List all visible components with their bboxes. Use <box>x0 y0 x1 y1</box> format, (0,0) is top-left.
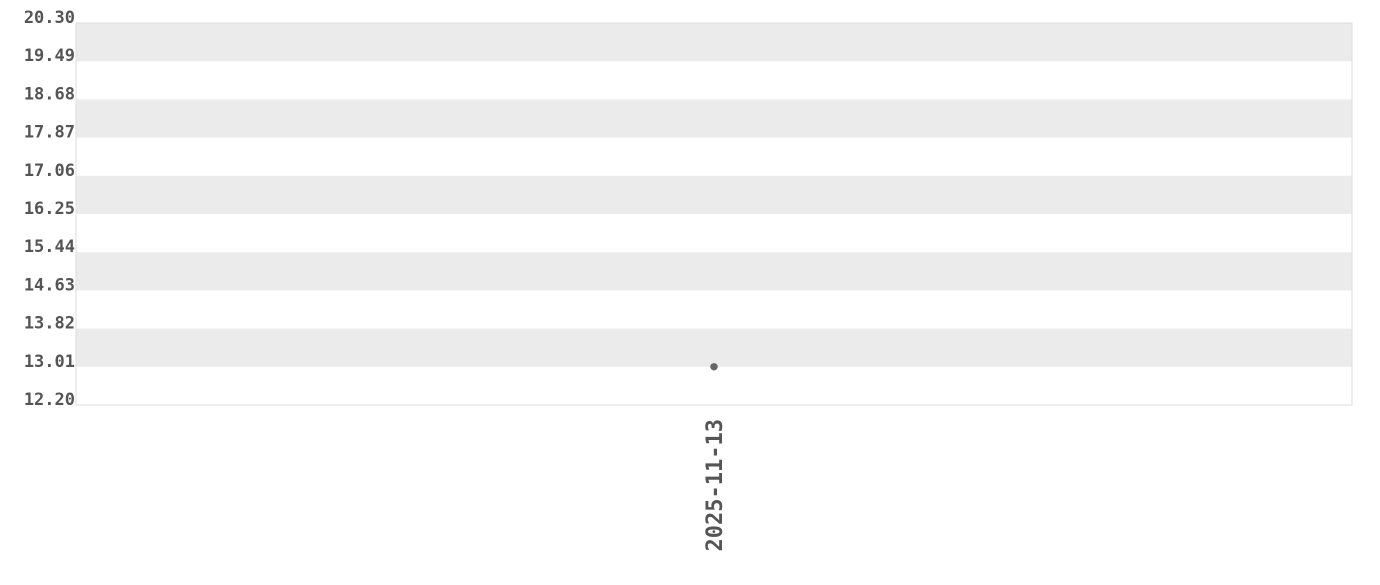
grid-band <box>76 175 1352 214</box>
data-points <box>710 363 718 371</box>
x-tick-label: 2025-11-13 <box>703 419 728 551</box>
y-tick-label: 17.06 <box>24 161 75 181</box>
y-tick-label: 13.01 <box>24 352 75 372</box>
y-tick-label: 17.87 <box>24 123 75 143</box>
y-tick-label: 16.25 <box>24 199 75 219</box>
y-tick-label: 13.82 <box>24 314 75 334</box>
y-tick-label: 15.44 <box>24 237 75 257</box>
y-tick-label: 14.63 <box>24 275 75 295</box>
data-point <box>710 363 718 371</box>
grid-band <box>76 328 1352 367</box>
grid-band <box>76 252 1352 291</box>
y-axis-ticks: 20.30 19.49 18.68 17.87 17.06 16.25 15.44 14.63… <box>24 8 75 410</box>
x-axis-ticks: 2025-11-13 <box>703 419 728 551</box>
y-tick-label: 18.68 <box>24 84 75 104</box>
plot-area-border <box>75 22 1353 406</box>
y-tick-label: 19.49 <box>24 46 75 66</box>
grid-bands <box>76 23 1352 367</box>
y-tick-label: 12.20 <box>24 390 75 410</box>
grid-band <box>76 99 1352 138</box>
grid-band <box>76 23 1352 62</box>
y-tick-label: 20.30 <box>24 8 75 28</box>
